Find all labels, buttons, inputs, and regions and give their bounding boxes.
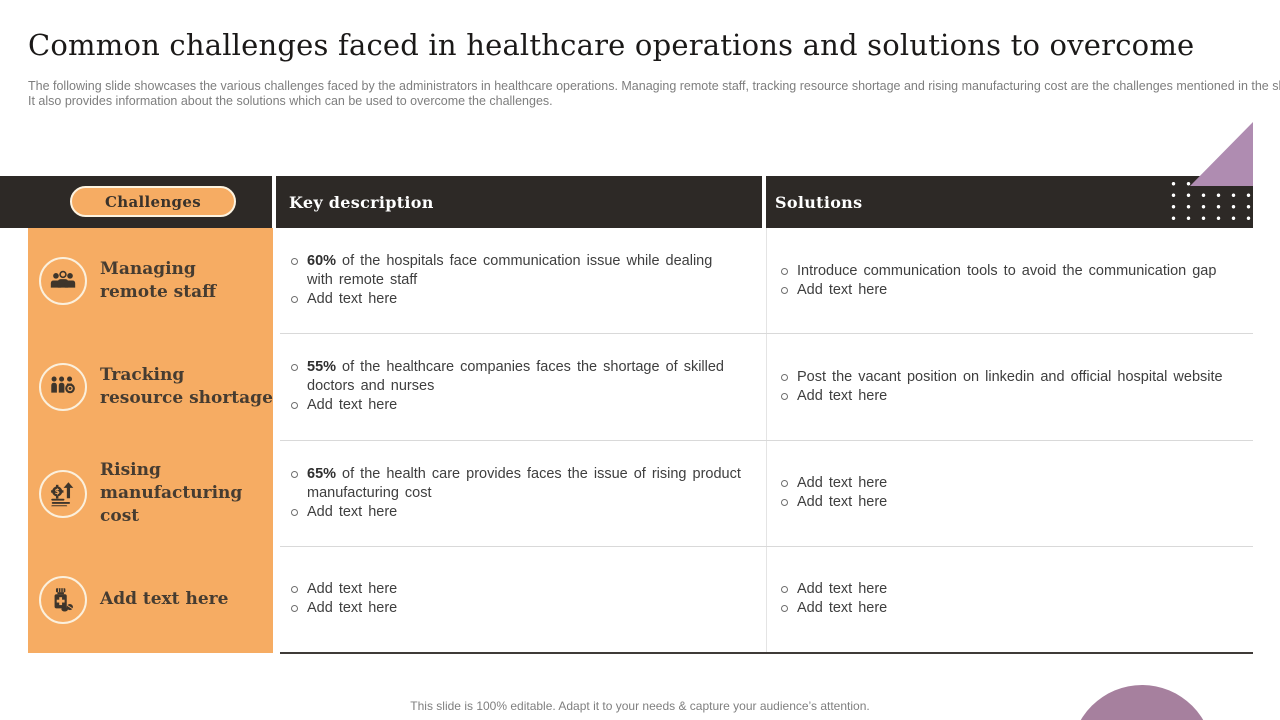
solution-text: Add text here — [797, 387, 888, 404]
solutions-cell: Introduce communication tools to avoid t… — [766, 228, 1253, 334]
medicine-icon — [39, 575, 87, 624]
description-cell: 55% of the healthcare companies faces th… — [280, 334, 766, 439]
table-row: Add text here Add text here Add text her… — [280, 546, 1253, 652]
challenge-label: Managing remote staff — [100, 259, 217, 303]
solution-text: Add text here — [797, 475, 888, 492]
list-item: Add text here — [289, 580, 397, 599]
header-divider — [762, 176, 766, 228]
challenges-header-label: Challenges — [105, 192, 201, 211]
page-title: Common challenges faced in healthcare op… — [28, 28, 1195, 62]
description-cell: Add text here Add text here — [280, 547, 766, 652]
solution-text: Add text here — [797, 281, 888, 298]
rising-cost-icon: $ — [39, 469, 87, 518]
list-item: Add text here — [289, 599, 397, 618]
description-list: 65% of the health care provides faces th… — [289, 465, 744, 522]
solutions-list: Post the vacant position on linkedin and… — [779, 368, 1223, 406]
description-cell: 65% of the health care provides faces th… — [280, 441, 766, 546]
list-item: 60% of the hospitals face communication … — [289, 252, 744, 290]
solutions-cell: Post the vacant position on linkedin and… — [766, 334, 1253, 440]
solution-text: Add text here — [797, 494, 888, 511]
description-list: 60% of the hospitals face communication … — [289, 252, 744, 309]
resource-search-icon — [39, 363, 87, 412]
table-row: 55% of the healthcare companies faces th… — [280, 334, 1253, 441]
key-description-header: Key description — [289, 192, 434, 212]
svg-text:$: $ — [55, 487, 60, 496]
list-item: Add text here — [779, 580, 887, 599]
description-list: 55% of the healthcare companies faces th… — [289, 358, 744, 415]
solutions-header: Solutions — [775, 192, 863, 212]
challenge-item-rising-manufacturing-cost: $ Rising manufacturing cost — [28, 441, 273, 547]
challenge-item-managing-remote-staff: Managing remote staff — [28, 228, 273, 334]
solutions-list: Introduce communication tools to avoid t… — [779, 262, 1216, 300]
challenges-header-pill: Challenges — [70, 186, 236, 217]
list-item: Add text here — [779, 599, 887, 618]
solution-text: Add text here — [797, 581, 888, 598]
challenge-label: Add text here — [100, 589, 229, 610]
description-text: of the hospitals face communication issu… — [307, 253, 713, 289]
list-item: Add text here — [779, 493, 887, 512]
header-divider — [272, 176, 276, 228]
stat-value: 60% — [307, 253, 337, 270]
solution-text: Post the vacant position on linkedin and… — [797, 368, 1223, 385]
description-cell: 60% of the hospitals face communication … — [280, 228, 766, 333]
solutions-list: Add text here Add text here — [779, 474, 887, 512]
challenge-item-add-text: Add text here — [28, 547, 273, 653]
list-item: Post the vacant position on linkedin and… — [779, 368, 1223, 387]
stat-value: 55% — [307, 359, 337, 376]
list-item: Add text here — [289, 396, 744, 415]
table-body: 60% of the hospitals face communication … — [280, 228, 1253, 654]
subtitle-line-1: The following slide showcases the variou… — [28, 79, 1280, 93]
stat-value: 65% — [307, 465, 337, 482]
description-text: Add text here — [307, 503, 398, 520]
slide-subtitle: The following slide showcases the variou… — [28, 79, 1280, 108]
list-item: Introduce communication tools to avoid t… — [779, 262, 1216, 281]
table-row: 65% of the health care provides faces th… — [280, 440, 1253, 547]
solution-text: Introduce communication tools to avoid t… — [797, 262, 1217, 279]
challenges-column: Managing remote staff Tracking — [28, 228, 273, 653]
challenge-label: Tracking resource shortage — [100, 365, 273, 409]
description-text: Add text here — [307, 600, 398, 617]
subtitle-line-2: It also provides information about the s… — [28, 93, 553, 108]
list-item: Add text here — [779, 474, 887, 493]
solutions-list: Add text here Add text here — [779, 580, 887, 618]
description-text: Add text here — [307, 291, 398, 308]
description-text: Add text here — [307, 581, 398, 598]
list-item: Add text here — [289, 503, 744, 522]
list-item: 65% of the health care provides faces th… — [289, 465, 744, 503]
team-icon — [39, 257, 87, 306]
list-item: Add text here — [779, 281, 1216, 300]
solutions-cell: Add text here Add text here — [766, 546, 1253, 652]
list-item: Add text here — [779, 387, 1223, 406]
challenge-label: Rising manufacturing cost — [100, 460, 243, 527]
footer-note: This slide is 100% editable. Adapt it to… — [410, 699, 870, 713]
list-item: 55% of the healthcare companies faces th… — [289, 358, 744, 396]
description-text: of the healthcare companies faces the sh… — [307, 359, 725, 395]
solution-text: Add text here — [797, 600, 888, 617]
description-text: of the health care provides faces the is… — [307, 465, 741, 501]
table-header: Challenges Key description Solutions — [0, 176, 1253, 228]
table-row: 60% of the hospitals face communication … — [280, 228, 1253, 335]
solutions-cell: Add text here Add text here — [766, 440, 1253, 546]
list-item: Add text here — [289, 290, 744, 309]
description-list: Add text here Add text here — [289, 580, 397, 618]
challenge-item-tracking-resource-shortage: Tracking resource shortage — [28, 334, 273, 440]
description-text: Add text here — [307, 397, 398, 414]
